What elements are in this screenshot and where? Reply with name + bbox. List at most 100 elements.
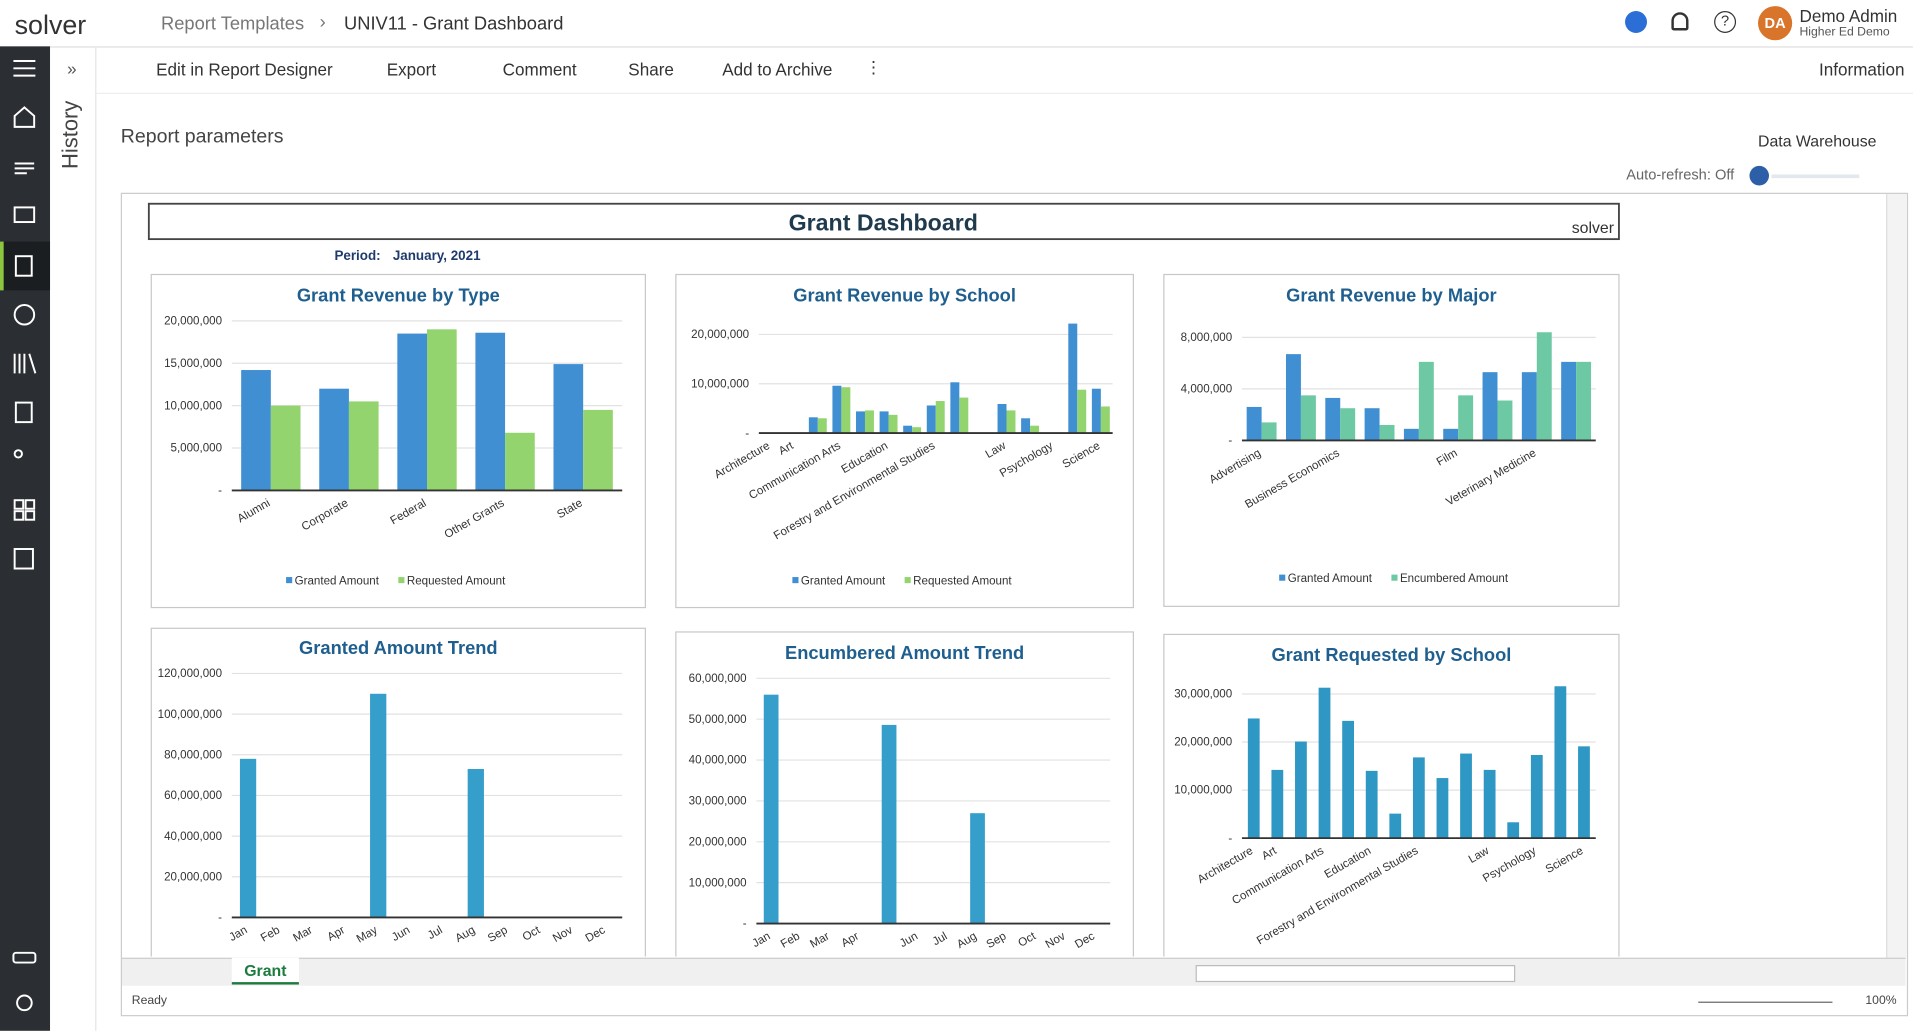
bar [1460, 753, 1472, 839]
toggle[interactable] [1749, 165, 1769, 186]
y-tick-label: 20,000,000 [164, 871, 222, 883]
bar [841, 387, 851, 434]
toolbar-export[interactable]: Export [386, 59, 437, 80]
dash-icon[interactable] [13, 499, 25, 510]
bar [427, 329, 457, 491]
calc-icon[interactable] [14, 401, 33, 424]
toolbar [95, 46, 1913, 94]
bar [1006, 410, 1016, 434]
bar [1554, 686, 1567, 839]
y-tick-label: 8,000,000 [1181, 332, 1233, 344]
sidebar-icons [12, 60, 37, 1012]
top-bar [0, 0, 1913, 48]
toolbar-more[interactable]: ⋮ [864, 57, 883, 77]
bar [1403, 428, 1419, 441]
bar [1482, 372, 1498, 441]
list-icon[interactable] [13, 548, 34, 570]
flow-icon[interactable] [13, 449, 23, 459]
sheet-tab[interactable]: Grant [231, 957, 299, 985]
bar [1530, 754, 1543, 839]
data-source[interactable]: Data Warehouse [1758, 131, 1877, 151]
bar [1030, 425, 1040, 434]
toolbar-edit[interactable]: Edit in Report Designer [156, 59, 333, 80]
period-label: Period: [334, 248, 380, 263]
bar [888, 414, 898, 434]
bar [959, 397, 969, 434]
settings-icon[interactable] [16, 994, 33, 1012]
bar [1418, 361, 1434, 441]
home-icon[interactable] [13, 106, 36, 128]
expand[interactable]: » [67, 58, 77, 79]
bar [856, 411, 865, 434]
bar [1389, 813, 1402, 839]
bar [881, 724, 897, 924]
y-tick-label: - [1228, 833, 1232, 845]
information[interactable]: Information [1819, 59, 1905, 80]
report-parameters[interactable]: Report parameters [120, 126, 284, 148]
bell-icon[interactable] [1671, 12, 1689, 31]
bar [926, 405, 936, 434]
legend-label: Requested Amount [913, 575, 1012, 587]
bar [1246, 406, 1262, 441]
bar [1340, 408, 1356, 441]
bar [370, 693, 387, 918]
y-tick-label: 20,000,000 [1174, 737, 1232, 749]
breadcrumb-link[interactable]: Report Templates [161, 13, 305, 35]
toolbar-share[interactable]: Share [628, 59, 674, 80]
legend-label: Granted Amount [295, 575, 380, 587]
zoom-slider[interactable] [1698, 1001, 1833, 1003]
legend-swatch [792, 577, 799, 584]
tasks-icon[interactable] [14, 162, 35, 175]
bar [397, 333, 427, 491]
bar [970, 813, 985, 924]
bar [1021, 418, 1031, 434]
toolbar-comment[interactable]: Comment [502, 59, 577, 80]
bar [1578, 746, 1590, 839]
bar [1285, 354, 1301, 441]
bar [1100, 406, 1110, 434]
bar [1068, 323, 1078, 434]
y-tick-label: 20,000,000 [691, 329, 749, 341]
avatar[interactable]: DA [1758, 6, 1793, 41]
bar [1261, 422, 1277, 441]
history-icon[interactable] [13, 304, 36, 326]
bar [808, 417, 818, 434]
bar [864, 410, 874, 434]
bar [239, 758, 257, 918]
help-icon[interactable]: ? [1714, 10, 1737, 33]
bar [348, 401, 379, 491]
y-tick-label: 50,000,000 [689, 714, 747, 726]
reports-icon[interactable] [13, 206, 36, 224]
bar [1077, 389, 1087, 434]
assistant-icon[interactable] [1625, 10, 1647, 33]
bar [1271, 769, 1284, 839]
chart-box [1163, 633, 1620, 957]
menu-icon[interactable] [13, 60, 36, 77]
bar [1325, 397, 1341, 441]
history-panel [50, 46, 97, 1031]
y-tick-label: 30,000,000 [689, 796, 747, 808]
bar [1497, 400, 1513, 441]
templates-icon[interactable] [14, 255, 33, 277]
chart-title: Grant Revenue by School [793, 284, 1016, 305]
y-tick-label: 40,000,000 [689, 755, 747, 767]
chart-box [150, 627, 646, 957]
toolbar-archive[interactable]: Add to Archive [722, 59, 833, 80]
user-org: Higher Ed Demo [1799, 25, 1890, 40]
y-tick-label: 60,000,000 [689, 673, 747, 685]
dashboard-header [147, 202, 1620, 241]
bar [1436, 778, 1449, 839]
bar [935, 401, 945, 434]
legend-swatch [904, 577, 911, 584]
scrollbar-h[interactable] [1195, 965, 1516, 983]
keyboard-icon[interactable] [12, 951, 37, 964]
library-icon[interactable] [13, 353, 37, 374]
bar [1443, 428, 1459, 441]
chart-box [675, 273, 1134, 609]
bar [475, 332, 506, 491]
y-tick-label: - [745, 428, 749, 440]
scrollbar-v[interactable] [1886, 193, 1907, 958]
bar [1507, 822, 1520, 839]
legend-label: Requested Amount [407, 575, 506, 587]
bar [950, 382, 960, 434]
